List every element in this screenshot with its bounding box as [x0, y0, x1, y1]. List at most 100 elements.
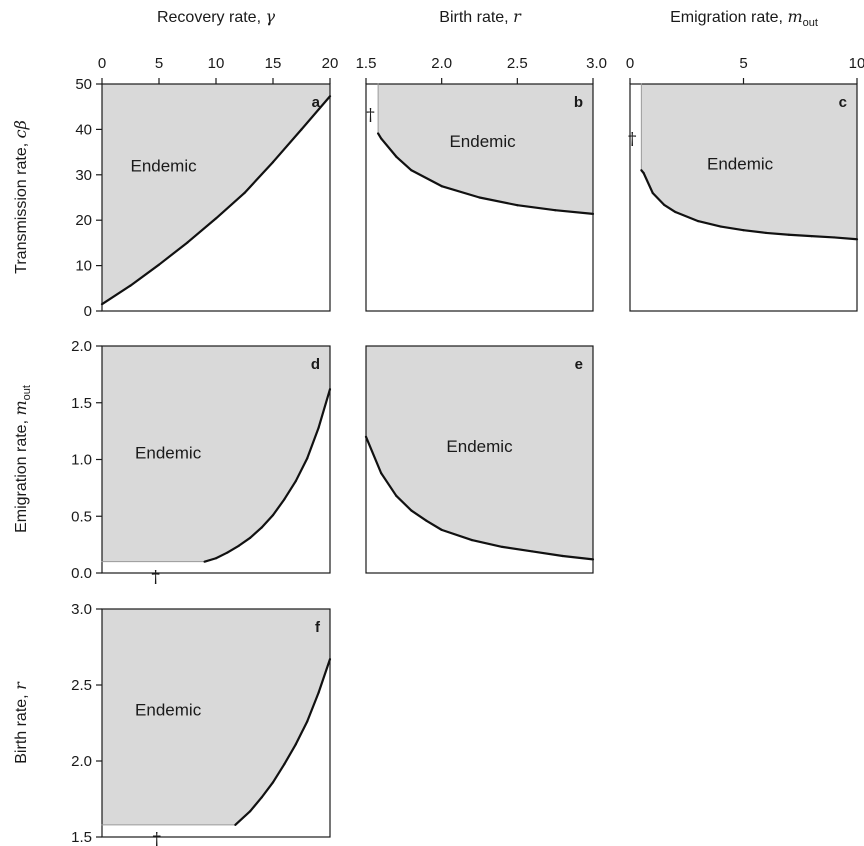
boundary-segment-a — [100, 284, 132, 306]
y-tick-label: 40 — [75, 121, 92, 138]
boundary-segment-d — [283, 479, 297, 501]
top-axis-title: Recovery rate, γ — [157, 7, 275, 26]
panel-letter-b: b — [574, 94, 583, 111]
boundary-segment-a — [300, 95, 332, 131]
boundary-segment-e — [395, 494, 413, 512]
boundary-segment-c — [696, 220, 722, 228]
boundary-segment-e — [501, 545, 534, 553]
boundary-segment-f — [260, 781, 275, 799]
boundary-segment-d — [237, 536, 252, 547]
x-tick-label: 0 — [626, 55, 634, 72]
boundary-segment-f — [234, 810, 252, 826]
dagger-marker: † — [151, 567, 160, 587]
boundary-segment-b — [516, 204, 557, 212]
boundary-segment-c — [787, 233, 813, 238]
boundary-segment-c — [662, 203, 677, 214]
panel-letter-f: f — [315, 619, 321, 636]
panel-c: 0 5 10 Endemic c † — [626, 55, 864, 312]
boundary-segment-e — [364, 435, 383, 475]
boundary-segment-c — [642, 171, 654, 195]
boundary-segment-d — [249, 526, 263, 539]
x-tick-label: 5 — [155, 55, 163, 72]
boundary-segment-c — [719, 225, 745, 232]
boundary-segment-b — [440, 185, 481, 199]
panel-letter-d: d — [311, 356, 320, 373]
y-tick-label: 1.5 — [71, 395, 92, 412]
y-tick-label: 1.0 — [71, 452, 92, 469]
boundary-segment-e — [470, 538, 504, 548]
y-tick-label: 2.0 — [71, 753, 92, 770]
boundary-segment-e — [410, 509, 428, 522]
x-tick-label: 1.5 — [356, 55, 377, 72]
boundary-segment-d — [260, 514, 275, 529]
boundary-segment-b — [478, 196, 519, 207]
y-tick-label: 50 — [75, 76, 92, 93]
boundary-segment-c — [651, 191, 666, 206]
region-label-endemic: Endemic — [707, 154, 774, 173]
boundary-segment-e — [380, 472, 398, 497]
y-tick-label: 0 — [84, 303, 92, 320]
y-tick-label: 2.0 — [71, 338, 92, 355]
x-tick-label: 2.0 — [431, 55, 452, 72]
panel-d: 0.0 0.5 1.0 1.5 2.0 Endemic d † — [71, 338, 332, 587]
region-label-endemic: Endemic — [449, 132, 516, 151]
plot-frame-b — [365, 83, 594, 312]
boundary-segment-e — [531, 550, 564, 558]
dagger-marker: † — [628, 129, 637, 149]
boundary-segment-d — [306, 426, 320, 460]
plot-frame-e — [365, 345, 594, 574]
x-tick-label: 10 — [208, 55, 225, 72]
boundary-segment-f — [294, 720, 309, 746]
boundary-segment-c — [833, 236, 859, 241]
endemic-region-b — [378, 84, 593, 214]
region-label-endemic: Endemic — [135, 444, 202, 463]
boundary-segment-b — [380, 137, 398, 158]
x-tick-label: 15 — [265, 55, 282, 72]
boundary-segment-c — [674, 210, 700, 223]
left-axis-title: Birth rate, r — [11, 681, 30, 764]
panel-letter-c: c — [839, 94, 847, 111]
boundary-segment-d — [294, 457, 309, 483]
boundary-segment-d — [203, 557, 218, 563]
x-tick-label: 20 — [322, 55, 339, 72]
y-tick-label: 0.5 — [71, 508, 92, 525]
top-axis-title: Emigration rate, mout — [670, 7, 818, 29]
y-tick-label: 10 — [75, 258, 92, 275]
x-tick-label: 2.5 — [507, 55, 528, 72]
boundary-segment-a — [271, 128, 303, 164]
boundary-segment-a — [243, 160, 275, 195]
endemic-region-f — [102, 609, 330, 825]
left-axis-title: Transmission rate, cβ — [11, 120, 30, 274]
boundary-segment-f — [271, 762, 286, 784]
boundary-segment-c — [742, 229, 768, 235]
x-tick-label: 3.0 — [586, 55, 607, 72]
y-tick-label: 30 — [75, 167, 92, 184]
boundary-segment-e — [425, 519, 443, 531]
endemic-region-d — [102, 346, 330, 562]
boundary-segment-f — [317, 658, 332, 694]
boundary-segment-c — [810, 234, 836, 239]
boundary-segment-c — [765, 231, 791, 236]
plot-frame-f — [101, 608, 331, 838]
boundary-segment-b — [395, 155, 413, 172]
boundary-segment-b — [554, 209, 595, 215]
boundary-segment-e — [561, 554, 595, 561]
region-label-endemic: Endemic — [130, 157, 197, 176]
boundary-segment-d — [271, 498, 286, 517]
boundary-segment-a — [129, 263, 161, 287]
y-tick-label: 2.5 — [71, 677, 92, 694]
boundary-segment-f — [249, 796, 263, 813]
x-tick-label: 5 — [739, 55, 747, 72]
endemic-region-a — [102, 84, 330, 305]
y-tick-label: 3.0 — [71, 601, 92, 618]
boundary-segment-a — [157, 241, 189, 266]
boundary-segment-e — [440, 528, 474, 542]
y-tick-label: 20 — [75, 212, 92, 229]
region-label-endemic: Endemic — [446, 437, 513, 456]
top-axis-title: Birth rate, r — [439, 7, 522, 26]
boundary-segment-f — [306, 691, 320, 723]
panel-a: 0 5 10 15 20 0 10 20 30 40 50 Endemic a — [75, 55, 338, 320]
region-label-endemic: Endemic — [135, 700, 202, 719]
endemic-region-e — [366, 346, 593, 560]
